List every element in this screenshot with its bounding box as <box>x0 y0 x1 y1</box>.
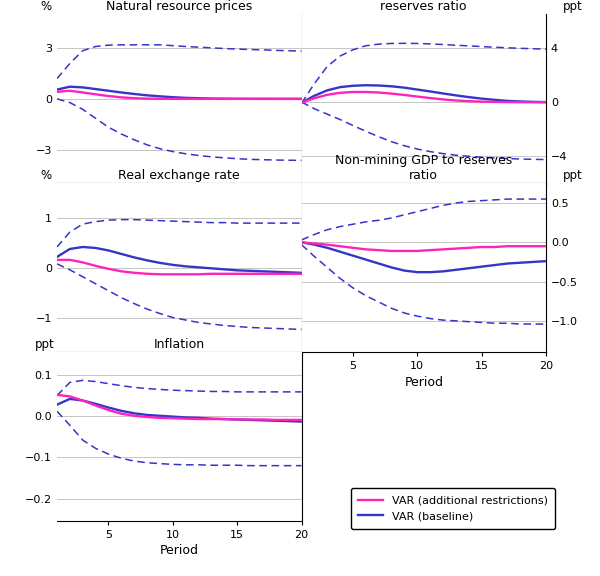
X-axis label: Period: Period <box>160 544 199 558</box>
Legend: VAR (additional restrictions), VAR (baseline): VAR (additional restrictions), VAR (base… <box>350 488 556 529</box>
Text: %: % <box>40 169 51 181</box>
Text: ppt: ppt <box>563 169 583 181</box>
Text: %: % <box>40 0 51 13</box>
Text: ppt: ppt <box>563 0 583 13</box>
Title: Resource capital expenditure to
reserves ratio: Resource capital expenditure to reserves… <box>324 0 524 13</box>
Title: Real exchange rate: Real exchange rate <box>118 169 240 182</box>
Title: Natural resource prices: Natural resource prices <box>106 0 253 13</box>
Title: Inflation: Inflation <box>154 338 205 351</box>
Title: Non-mining GDP to reserves
ratio: Non-mining GDP to reserves ratio <box>335 154 512 182</box>
X-axis label: Period: Period <box>404 376 443 389</box>
Text: ppt: ppt <box>35 338 55 351</box>
